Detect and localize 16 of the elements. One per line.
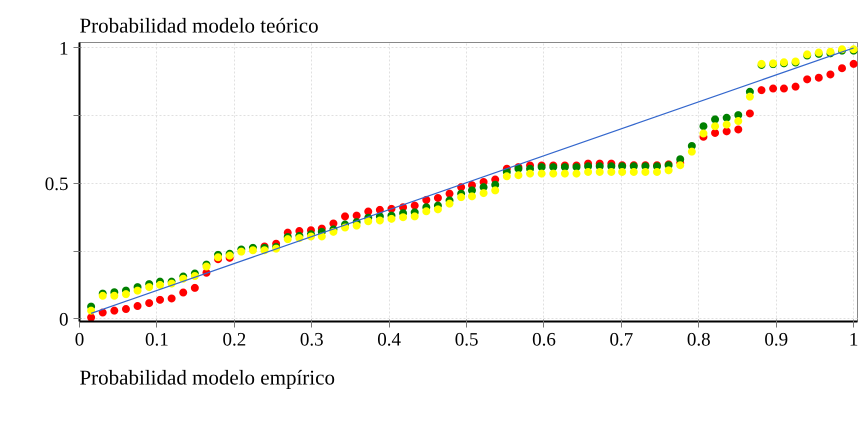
x-tick-label: 0.8 (686, 330, 711, 350)
x-tick-label: 0.2 (222, 330, 246, 350)
y-tick-label: 0 (59, 309, 68, 330)
x-tick-label: 0.5 (454, 330, 478, 350)
x-tick-label: 1 (848, 330, 858, 350)
x-tick-label: 0.4 (377, 330, 402, 350)
y-axis-title: Probabilidad modelo teórico (80, 14, 319, 38)
x-tick-label: 0.1 (145, 330, 169, 350)
x-tick-label: 0.3 (300, 330, 324, 350)
y-tick-label: 0.5 (44, 174, 68, 195)
x-tick-label: 0 (74, 330, 84, 350)
x-tick-label: 0.6 (532, 330, 556, 350)
x-tick-label: 0.9 (764, 330, 788, 350)
x-tick-label: 0.7 (610, 330, 634, 350)
y-tick-label: 1 (59, 38, 68, 60)
x-axis-title: Probabilidad modelo empírico (80, 366, 335, 390)
